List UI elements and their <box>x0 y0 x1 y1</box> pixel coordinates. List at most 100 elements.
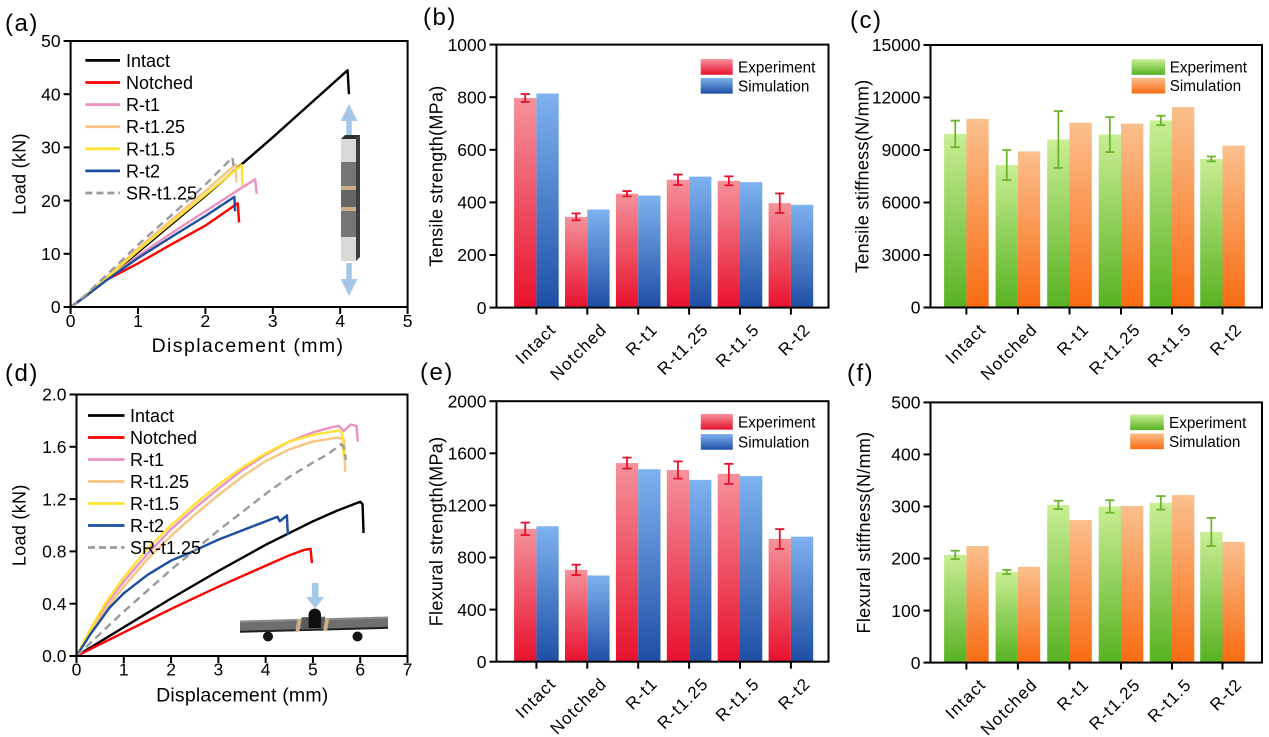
plot-border <box>495 400 830 663</box>
panel-c-tensile-stiffness-chart: Intact Notched R-t1 R-t1.25 R-t1.5 R-t2 0 3000 6… <box>845 0 1269 384</box>
plot-border <box>75 393 409 657</box>
bar-Experiment-R-t1.25 <box>666 179 690 308</box>
y-tick-label: 1600 <box>448 444 487 464</box>
error-bars <box>950 110 1216 182</box>
legend-label: Notched <box>126 73 193 93</box>
y-tick-label: 400 <box>891 445 920 465</box>
support-roller-left <box>263 631 273 642</box>
legend-label: R-t1 <box>126 95 160 115</box>
specimen-end-tab-top <box>341 139 356 162</box>
category-label: Intact <box>512 674 560 722</box>
legend-swatch-Simulation <box>1130 433 1164 450</box>
y-tick-label: 300 <box>891 497 920 517</box>
x-axis-title: Displacement (mm) <box>156 685 328 707</box>
y-tick-label: 400 <box>457 600 486 620</box>
bar-Experiment-R-t1.25 <box>1098 506 1121 663</box>
category-label: Intact <box>512 320 560 368</box>
bending-specimen-inset <box>240 583 388 642</box>
y-tick-label: 200 <box>891 549 920 569</box>
bar-Experiment-Notched <box>565 216 588 308</box>
category-label: R-t1.25 <box>654 674 713 733</box>
category-label: Notched <box>546 674 610 737</box>
bar-Simulation-R-t1 <box>1069 122 1092 308</box>
error-bar-R-t2 <box>1206 517 1216 547</box>
plot-border <box>929 44 1263 309</box>
legend-swatch-Experiment <box>1131 59 1166 75</box>
plot-border <box>69 40 409 308</box>
error-bar-Intact <box>950 549 960 560</box>
y-tick-label: 500 <box>891 393 920 413</box>
specimen-side-face <box>356 135 360 261</box>
x-tick-label: 7 <box>403 660 413 680</box>
error-bar-R-t1.25 <box>673 173 683 186</box>
bars <box>514 93 814 308</box>
specimen-adhesive-upper <box>341 186 356 190</box>
y-axis-title: Flexural strength(MPa) <box>426 437 446 627</box>
bar-Simulation-R-t1.5 <box>1172 107 1195 308</box>
y-tick-label: 50 <box>41 31 61 51</box>
legend-label: Experiment <box>738 414 816 431</box>
bar-Simulation-R-t1.5 <box>1172 495 1195 663</box>
specimen-gauge-lower <box>341 211 356 237</box>
legend: IntactNotchedR-t1R-t1.25R-t1.5R-t2SR-t1.… <box>85 51 197 203</box>
bar-Experiment-Intact <box>514 97 537 308</box>
bar-Experiment-R-t1.5 <box>1149 120 1172 308</box>
y-tick-label: 0 <box>477 652 487 672</box>
x-tick-label: 3 <box>268 311 278 331</box>
bar-Simulation-Intact <box>536 93 559 308</box>
x-tick-label: 2 <box>201 311 211 331</box>
legend-swatch-Experiment <box>700 413 733 430</box>
error-bar-R-t1.25 <box>673 460 683 480</box>
specimen-repair-patch <box>341 190 356 207</box>
bar-Experiment-R-t1.5 <box>717 473 740 662</box>
x-axis: 0 1 2 3 4 5 6 7 Displacement (mm) <box>72 656 413 707</box>
panel-label-a: (a) <box>5 9 39 37</box>
legend-label: Intact <box>130 406 174 426</box>
y-tick-label: 15000 <box>872 35 921 55</box>
y-axis: 0 3000 6000 9000 12000 15000 <box>872 35 931 318</box>
category-label: R-t1.5 <box>1144 320 1195 371</box>
error-bar-R-t2 <box>775 192 785 214</box>
legend-label: R-t1.25 <box>126 117 185 137</box>
bar-Simulation-R-t1.25 <box>1121 505 1144 663</box>
panel-e-flexural-strength-chart: Intact Notched R-t1 R-t1.25 R-t1.5 R-t2 0 400 80… <box>418 368 845 737</box>
adhesive-band-left <box>295 618 302 631</box>
legend-label: Experiment <box>1170 60 1248 77</box>
y-tick-label: 1.2 <box>42 489 66 509</box>
y-tick-label: 400 <box>457 193 486 213</box>
legend-label: SR-t1.25 <box>126 183 197 203</box>
loading-roller <box>308 608 321 628</box>
y-tick-label: 20 <box>41 191 61 211</box>
error-bar-Notched <box>571 212 581 222</box>
beam-bottom-edge <box>240 626 388 633</box>
y-tick-label: 12000 <box>872 88 921 108</box>
y-axis: 0 200 400 600 800 1000 <box>448 35 497 318</box>
bar-Experiment-R-t2 <box>768 203 791 308</box>
plot-border <box>495 43 830 309</box>
legend-label: Experiment <box>1169 415 1247 432</box>
series-lines <box>75 423 365 658</box>
bar-Simulation-R-t1.5 <box>740 182 763 308</box>
bar-Simulation-R-t2 <box>790 204 814 308</box>
x-tick-label: 1 <box>133 311 143 331</box>
bars <box>944 495 1245 663</box>
y-tick-label: 2.0 <box>42 385 67 405</box>
y-tick-label: 600 <box>457 140 486 160</box>
y-tick-label: 0 <box>911 298 921 318</box>
legend-label: R-t1.25 <box>130 472 189 492</box>
error-bar-Notched <box>1002 149 1012 182</box>
category-label: Intact <box>942 675 990 723</box>
x-tick-label: 4 <box>335 311 345 331</box>
x-tick-label: 4 <box>261 660 271 680</box>
error-bar-R-t1.5 <box>724 175 734 187</box>
load-arrow-icon <box>306 583 325 609</box>
error-bars <box>520 93 785 222</box>
series-lines <box>69 69 351 308</box>
bar-Simulation-R-t1 <box>638 469 661 662</box>
bar-Simulation-Notched <box>587 575 610 662</box>
